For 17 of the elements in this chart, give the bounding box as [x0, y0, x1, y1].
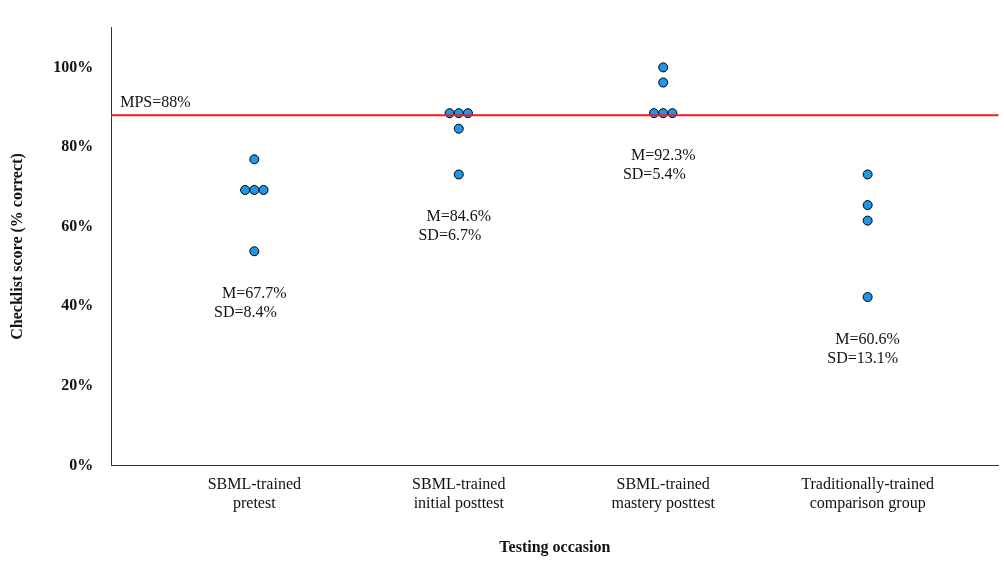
- y-tick-label: 80%: [61, 137, 94, 155]
- y-tick-label: 60%: [61, 216, 94, 234]
- x-axis-title: Testing occasion: [499, 537, 611, 556]
- annotation: M=84.6% SD=6.7%: [418, 207, 492, 244]
- x-tick-label: Traditionally-trained comparison group: [801, 475, 935, 513]
- annotation: M=67.7% SD=8.4%: [214, 283, 287, 320]
- ref-line-label: MPS=88%: [120, 93, 191, 111]
- y-tick-label: 40%: [61, 296, 94, 314]
- y-tick-label: 20%: [61, 375, 94, 393]
- x-tick-label: SBML-trained pretest: [207, 475, 301, 513]
- y-axis-title: Checklist score (% correct): [7, 153, 26, 340]
- y-tick-label: 0%: [69, 455, 94, 473]
- annotation: M=60.6% SD=13.1%: [827, 329, 900, 366]
- x-tick-label: SBML-trained initial posttest: [412, 475, 506, 513]
- x-tick-label: SBML-trained mastery posttest: [611, 475, 716, 513]
- annotation: M=92.3% SD=5.4%: [622, 145, 696, 182]
- y-tick-label: 100%: [53, 57, 94, 75]
